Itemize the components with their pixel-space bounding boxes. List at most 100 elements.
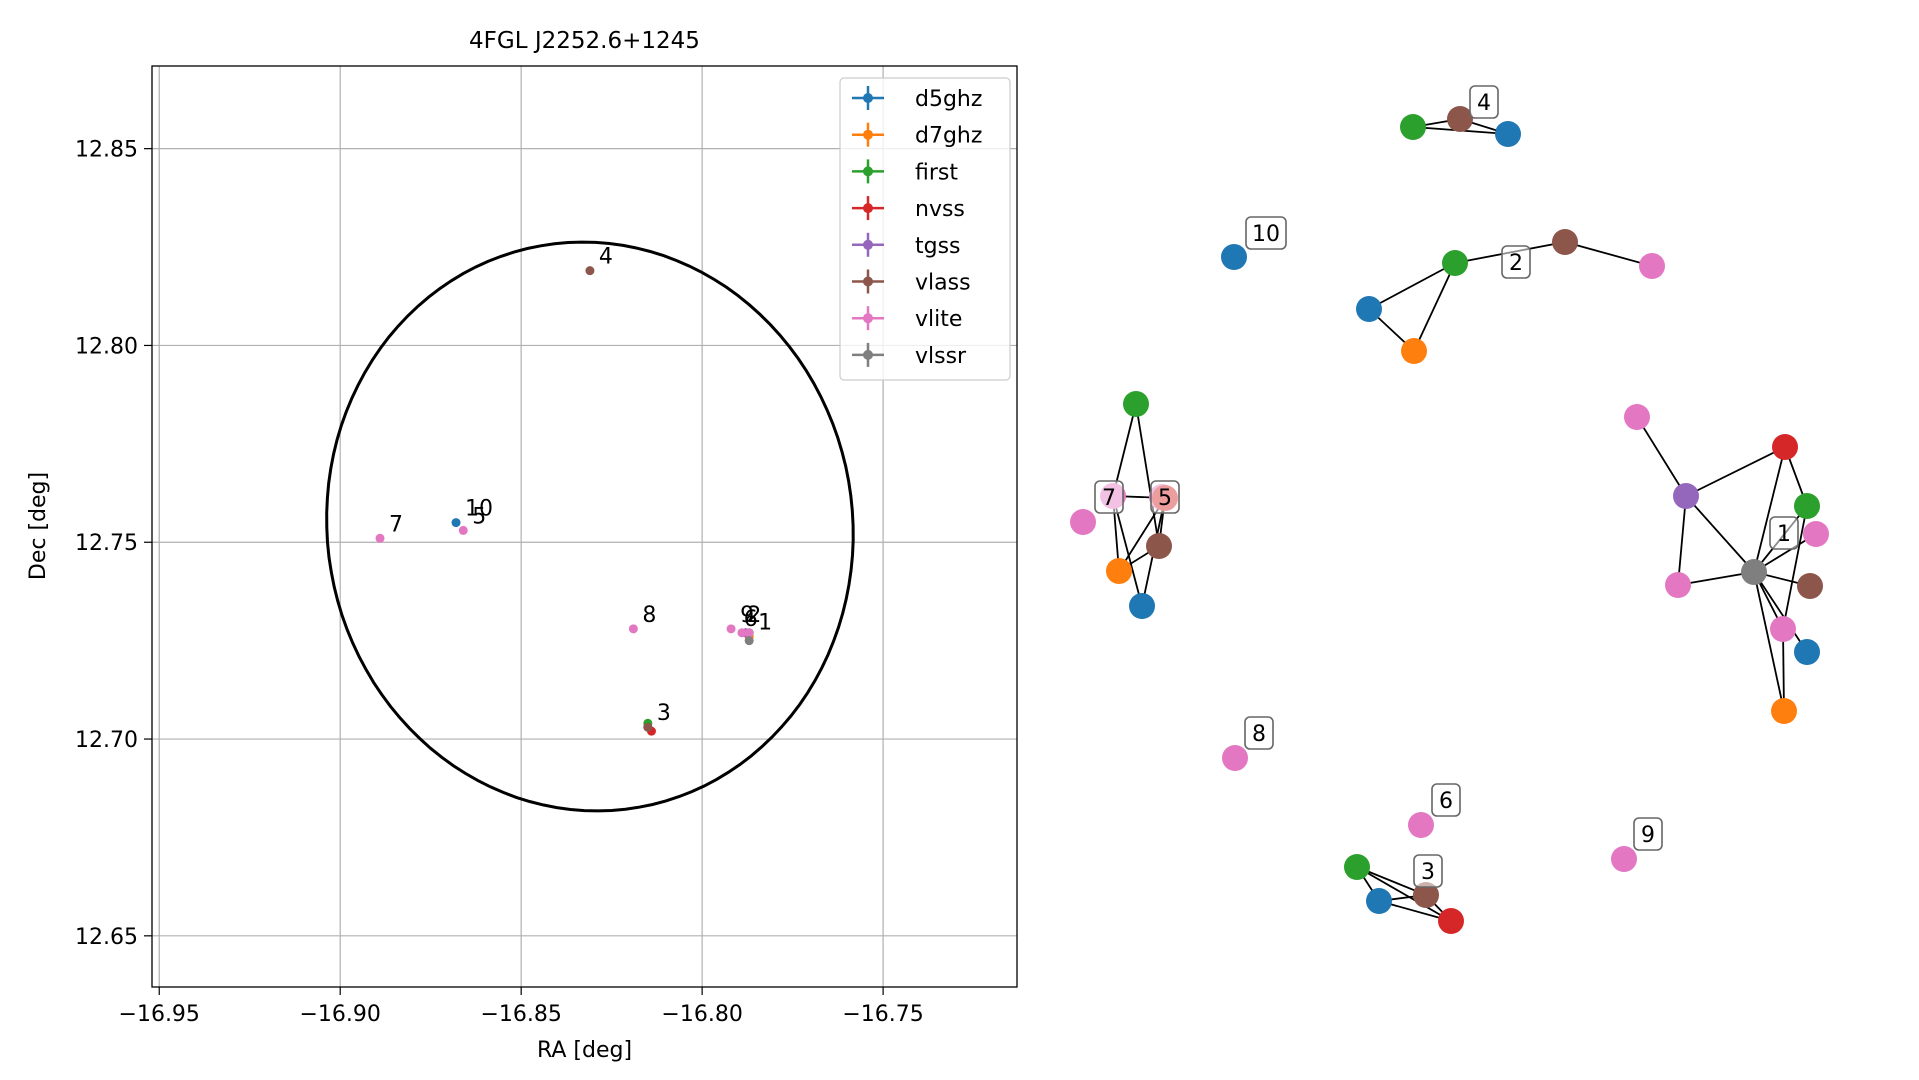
point-vlssr (744, 636, 754, 646)
graph-edge (1685, 495, 1755, 573)
graph-edge (1753, 571, 1785, 712)
graph-label-text: 6 (1439, 789, 1453, 814)
legend-item-d5ghz: d5ghz (852, 86, 982, 112)
legend-label: vlite (915, 307, 962, 332)
graph-label-text: 3 (1421, 860, 1435, 885)
graph-label-box (1413, 854, 1443, 888)
graph-node-pink (1770, 616, 1796, 642)
graph-label-7: 7 (1094, 480, 1124, 514)
graph-label-box (1094, 480, 1124, 514)
legend: d5ghz d7ghz first nvss tgss vlass vlite vlssr (839, 77, 1011, 381)
network-graph: 4 10 2 7 5 1 8 6 3 9 (1070, 85, 1829, 934)
x-axis-label: RA [deg] (537, 1038, 632, 1063)
annotation-label: 6 (744, 607, 758, 632)
point-vlite (737, 628, 747, 638)
graph-edge (1685, 446, 1786, 497)
annotation-label: 9 (740, 603, 754, 628)
annotation-label: 10 (465, 497, 493, 522)
graph-node-pink (1070, 509, 1096, 535)
graph-node-red (1772, 434, 1798, 460)
annotation-label: 5 (472, 504, 486, 529)
graph-edge (1564, 241, 1653, 267)
x-tick-label: −16.90 (299, 1002, 380, 1027)
legend-item-vlssr: vlssr (852, 342, 967, 369)
legend-item-vlass: vlass (852, 269, 971, 296)
legend-item-tgss: tgss (852, 232, 961, 259)
graph-label-text: 10 (1252, 222, 1280, 247)
graph-label-1: 1 (1769, 516, 1799, 550)
graph-edge (1782, 505, 1808, 630)
graph-label-4: 4 (1469, 85, 1499, 119)
graph-label-box (1501, 245, 1531, 279)
graph-label-text: 4 (1477, 91, 1491, 116)
y-tick-label: 12.85 (75, 138, 138, 163)
graph-label-3: 3 (1413, 854, 1443, 888)
point-vlite (375, 533, 385, 543)
graph-label-box (1244, 716, 1274, 750)
graph-label-box (1769, 516, 1799, 550)
graph-label-6: 6 (1431, 783, 1461, 817)
graph-edge (1782, 628, 1785, 712)
graph-label-box (1633, 817, 1663, 851)
graph-node-green (1442, 250, 1468, 276)
chart-title: 4FGL J2252.6+1245 (469, 28, 700, 54)
graph-edge (1413, 262, 1456, 352)
legend-label: d5ghz (915, 87, 982, 112)
graph-label-text: 5 (1158, 486, 1172, 511)
graph-node-pink (1803, 521, 1829, 547)
error-ellipse-path (325, 240, 855, 813)
legend-marker-dot (863, 166, 873, 177)
annotation-label: 8 (642, 603, 656, 628)
legend-item-d7ghz: d7ghz (852, 122, 982, 149)
graph-label-box (1469, 85, 1499, 119)
error-ellipse (325, 240, 855, 813)
graph-node-blue (1794, 639, 1820, 665)
graph-node-blue (1221, 244, 1247, 270)
legend-item-vlite: vlite (852, 306, 962, 332)
graph-edge (1677, 495, 1687, 586)
legend-marker-dot (863, 129, 873, 140)
legend-label: first (915, 160, 958, 185)
graph-node-green (1123, 391, 1149, 417)
graph-nodes (1070, 106, 1829, 934)
graph-label-box (1431, 783, 1461, 817)
graph-edge (1135, 403, 1160, 547)
annotation-label: 4 (599, 245, 613, 270)
graph-edge (1753, 571, 1808, 653)
x-tick-label: −16.75 (842, 1002, 923, 1027)
graph-label-text: 8 (1252, 722, 1266, 747)
point-vlite (726, 624, 736, 634)
graph-node-blue (1495, 121, 1521, 147)
plot-frame (151, 65, 1018, 988)
x-axis-ticks: −16.95 −16.90 −16.85 −16.80 −16.75 (119, 987, 924, 1027)
x-tick-label: −16.85 (480, 1002, 561, 1027)
legend-marker-dot (863, 313, 873, 324)
legend-marker-dot (863, 276, 873, 287)
graph-node-blue (1366, 888, 1392, 914)
graph-node-green (1344, 854, 1370, 880)
y-axis-label: Dec [deg] (26, 472, 51, 580)
annotation-label: 2 (747, 603, 761, 628)
graph-node-blue (1356, 296, 1382, 322)
point-vlass (585, 266, 595, 276)
point-d5ghz (451, 518, 461, 528)
legend-label: tgss (915, 234, 961, 259)
graph-node-brown (1413, 882, 1439, 908)
y-tick-label: 12.80 (75, 334, 138, 359)
graph-node-brown (1447, 106, 1473, 132)
legend-marker-dot (863, 349, 873, 360)
point-vlass (643, 722, 653, 732)
legend-marker-dot (863, 93, 873, 103)
graph-node-gray (1741, 559, 1767, 585)
graph-node-orange (1771, 698, 1797, 724)
graph-node-pink (1639, 253, 1665, 279)
graph-edge (1753, 446, 1786, 573)
y-tick-label: 12.75 (75, 531, 138, 556)
point-vlite (744, 628, 754, 638)
graph-node-blue (1129, 593, 1155, 619)
graph-label-9: 9 (1633, 817, 1663, 851)
graph-node-orange (1106, 558, 1132, 584)
